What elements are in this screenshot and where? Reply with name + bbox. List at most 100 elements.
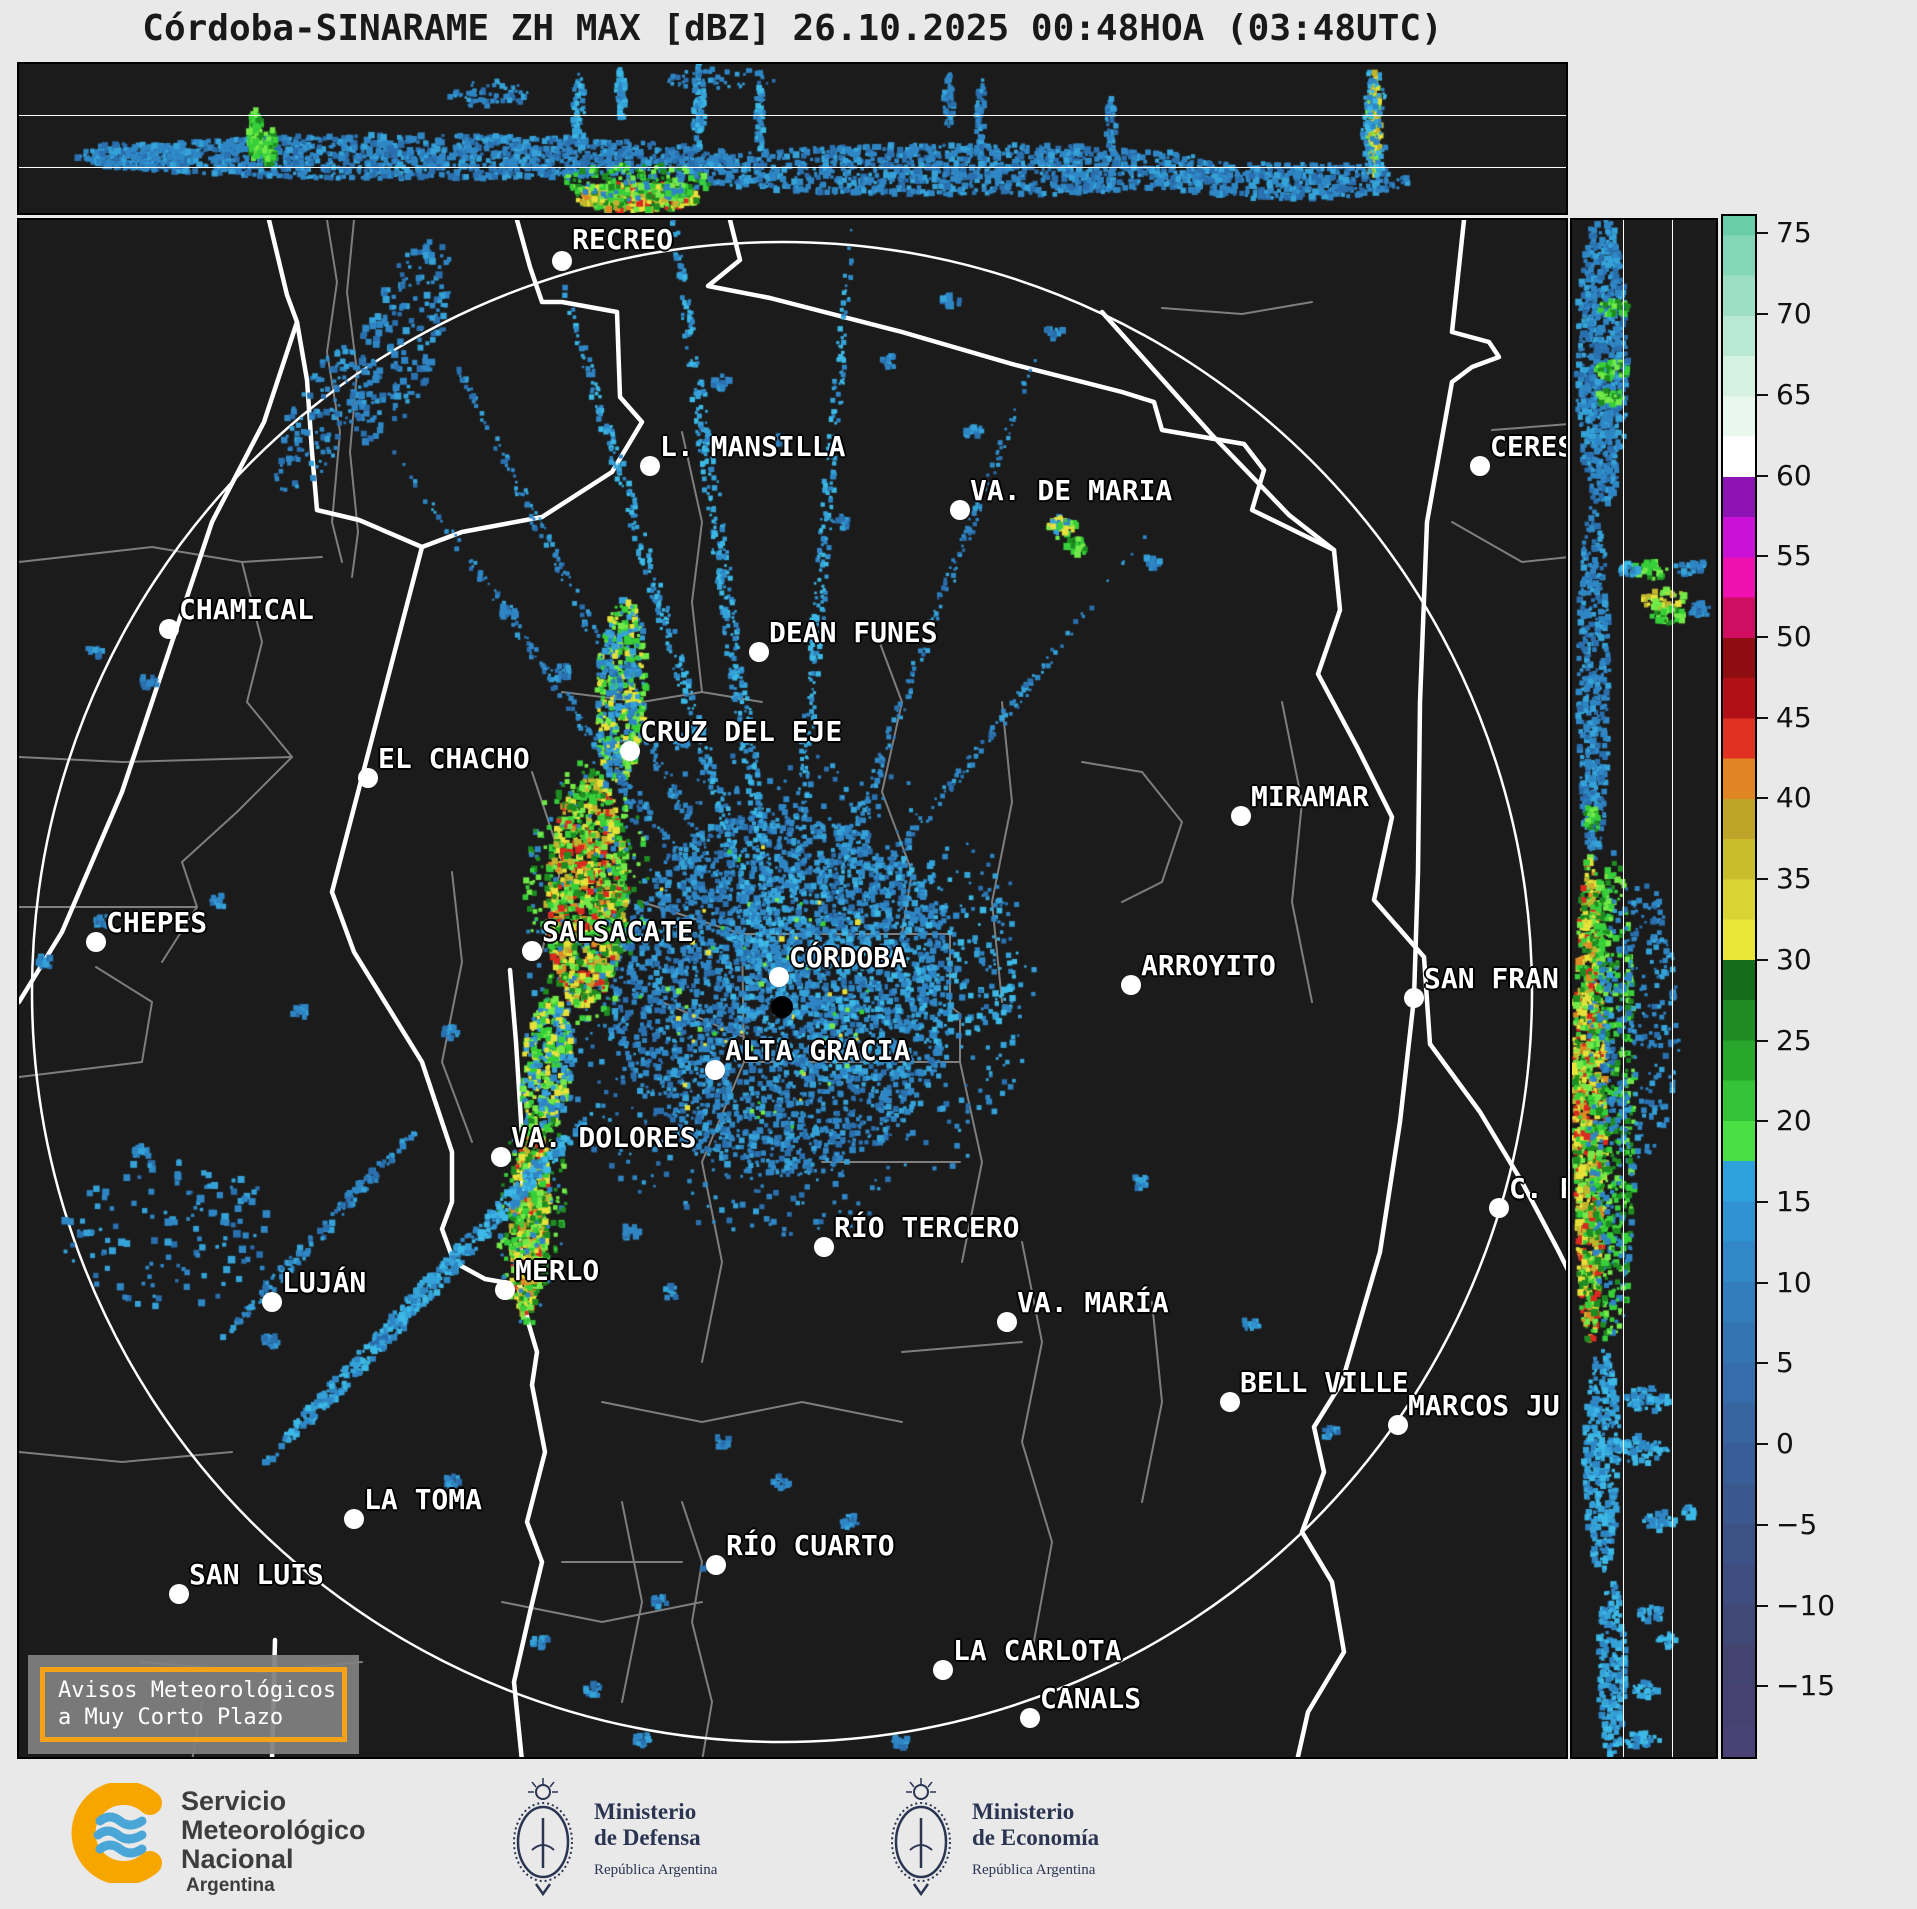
city-dot <box>159 619 179 639</box>
city-label: SALSACATE <box>542 915 694 948</box>
city-label: VA. DOLORES <box>511 1121 697 1154</box>
city-label: ALTA GRACIA <box>725 1034 911 1067</box>
dbz-colorbar <box>1721 214 1757 1759</box>
colorbar-tick-label: 30 <box>1776 942 1812 976</box>
city-label: SAN LUIS <box>189 1558 324 1591</box>
colorbar-tick-label: 55 <box>1776 539 1812 573</box>
city-dot <box>933 1660 953 1680</box>
city-label: CHAMICAL <box>179 593 314 626</box>
colorbar-tick-label: −10 <box>1776 1588 1836 1622</box>
city-label: MERLO <box>515 1254 600 1287</box>
side-height-profile-panel <box>1570 218 1718 1759</box>
city-dot <box>491 1147 511 1167</box>
colorbar-tick-mark <box>1757 1281 1768 1284</box>
city-label: LA CARLOTA <box>953 1634 1122 1667</box>
city-dot <box>640 456 660 476</box>
side-gridline-5km <box>1623 220 1624 1757</box>
colorbar-tick-label: 0 <box>1776 1427 1794 1461</box>
city-label: SAN FRAN <box>1424 962 1559 995</box>
colorbar-tick-mark <box>1757 1443 1768 1446</box>
colorbar-tick-mark <box>1757 1120 1768 1123</box>
city-label: CÓRDOBA <box>789 941 908 974</box>
colorbar-tick-label: 65 <box>1776 377 1812 411</box>
colorbar-tick-label: 50 <box>1776 619 1812 653</box>
defensa-coat-of-arms-icon <box>506 1776 580 1902</box>
colorbar-tick-mark <box>1757 313 1768 316</box>
page-title: Córdoba-SINARAME ZH MAX [dBZ] 26.10.2025… <box>142 8 1443 49</box>
colorbar-tick-mark <box>1757 1523 1768 1526</box>
colorbar-tick-label: 40 <box>1776 781 1812 815</box>
city-dot <box>950 500 970 520</box>
warning-box-text: Avisos Meteorológicos a Muy Corto Plazo <box>40 1667 347 1742</box>
colorbar-tick-label: 5 <box>1776 1346 1794 1380</box>
city-label: LA TOMA <box>364 1483 483 1516</box>
city-dot <box>705 1060 725 1080</box>
city-label: CRUZ DEL EJE <box>640 715 843 748</box>
colorbar-tick-label: −5 <box>1776 1507 1818 1541</box>
city-dot <box>262 1292 282 1312</box>
city-dot <box>1020 1708 1040 1728</box>
city-dot <box>620 741 640 761</box>
city-label: ARROYITO <box>1141 949 1276 982</box>
colorbar-tick-mark <box>1757 797 1768 800</box>
city-dot <box>358 768 378 788</box>
economia-wordmark: Ministerio de Economía República Argenti… <box>972 1799 1100 1878</box>
city-dot <box>814 1237 834 1257</box>
colorbar-tick-mark <box>1757 1039 1768 1042</box>
radar-echoes-canvas <box>19 220 1566 1757</box>
footer: Servicio Meteorológico Nacional Argentin… <box>0 1759 1917 1909</box>
city-label: BELL VILLE <box>1240 1366 1409 1399</box>
colorbar-tick-label: 70 <box>1776 297 1812 331</box>
colorbar-tick-label: 10 <box>1776 1265 1812 1299</box>
side-profile-echoes-canvas <box>1572 220 1716 1757</box>
city-label: CHEPES <box>106 906 208 939</box>
city-dot <box>344 1509 364 1529</box>
colorbar-tick-label: 25 <box>1776 1023 1812 1057</box>
city-label: RÍO CUARTO <box>726 1529 895 1562</box>
radar-map-panel: RECREO L. MANSILLA VA. DE MARIA CERES CHAMIC… <box>17 218 1568 1759</box>
colorbar-tick-label: 20 <box>1776 1104 1812 1138</box>
defensa-wordmark: Ministerio de Defensa República Argentin… <box>594 1799 718 1878</box>
colorbar-tick-mark <box>1757 1685 1768 1688</box>
warning-box: Avisos Meteorológicos a Muy Corto Plazo <box>28 1655 359 1754</box>
colorbar-tick-mark <box>1757 1604 1768 1607</box>
colorbar-tick-mark <box>1757 232 1768 235</box>
top-gridline-10km <box>19 115 1566 116</box>
city-dot <box>749 642 769 662</box>
side-gridline-10km <box>1672 220 1673 1757</box>
city-label: MIRAMAR <box>1251 780 1370 813</box>
city-dot <box>997 1312 1017 1332</box>
colorbar-tick-label: −15 <box>1776 1669 1836 1703</box>
city-label: EL CHACHO <box>378 742 530 775</box>
colorbar-tick-mark <box>1757 393 1768 396</box>
city-dot <box>1489 1198 1509 1218</box>
colorbar-tick-mark <box>1757 474 1768 477</box>
city-dot <box>552 251 572 271</box>
colorbar-tick-mark <box>1757 1362 1768 1365</box>
city-label: L. MANSILLA <box>660 430 846 463</box>
colorbar-tick-mark <box>1757 958 1768 961</box>
city-dot <box>1470 456 1490 476</box>
city-dot <box>1121 975 1141 995</box>
radar-site-dot <box>771 996 793 1018</box>
city-label: CERES <box>1490 430 1568 463</box>
city-dot <box>86 932 106 952</box>
colorbar-tick-label: 15 <box>1776 1185 1812 1219</box>
smn-wordmark: Servicio Meteorológico Nacional <box>181 1786 366 1874</box>
city-dot <box>1404 988 1424 1008</box>
city-label: VA. MARÍA <box>1017 1286 1169 1319</box>
city-dot <box>706 1555 726 1575</box>
city-dot <box>495 1280 515 1300</box>
colorbar-tick-mark <box>1757 1201 1768 1204</box>
city-label: RÍO TERCERO <box>834 1211 1020 1244</box>
colorbar-tick-mark <box>1757 716 1768 719</box>
city-dot <box>769 967 789 987</box>
colorbar-tick-label: 35 <box>1776 862 1812 896</box>
smn-logo-icon <box>62 1781 172 1885</box>
colorbar-tick-label: 45 <box>1776 700 1812 734</box>
top-profile-echoes-canvas <box>19 64 1566 213</box>
city-dot <box>522 941 542 961</box>
city-dot <box>1231 806 1251 826</box>
colorbar-tick-label: 60 <box>1776 458 1812 492</box>
city-dot <box>169 1584 189 1604</box>
